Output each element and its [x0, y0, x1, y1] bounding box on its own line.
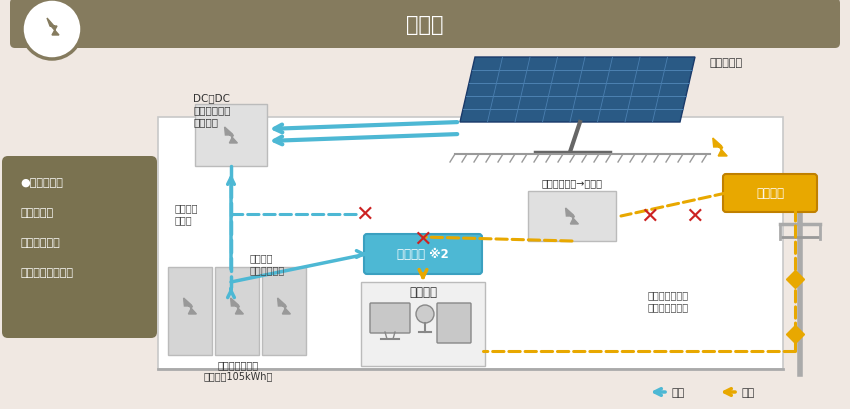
Text: 一般負荷: 一般負荷: [409, 286, 437, 299]
Polygon shape: [47, 19, 59, 36]
Text: 余剰電力: 余剰電力: [175, 202, 199, 213]
FancyBboxPatch shape: [10, 0, 840, 49]
Polygon shape: [278, 298, 291, 314]
Text: 太陽光発電: 太陽光発電: [710, 58, 743, 68]
Text: 蓄電池（105kWh）: 蓄電池（105kWh）: [204, 370, 273, 380]
Polygon shape: [184, 298, 196, 314]
Text: を蓄電: を蓄電: [175, 214, 193, 225]
FancyBboxPatch shape: [195, 105, 267, 166]
FancyBboxPatch shape: [215, 267, 259, 355]
Text: 商用電源: 商用電源: [756, 187, 784, 200]
FancyBboxPatch shape: [2, 157, 157, 338]
Text: 自動的に: 自動的に: [250, 252, 274, 262]
FancyBboxPatch shape: [437, 303, 471, 343]
Text: DC・DC: DC・DC: [193, 93, 230, 103]
FancyBboxPatch shape: [370, 303, 410, 333]
Text: 蓄電池に切換: 蓄電池に切換: [250, 264, 286, 274]
FancyBboxPatch shape: [158, 118, 783, 369]
Polygon shape: [230, 298, 243, 314]
Text: パワコン ※2: パワコン ※2: [397, 248, 449, 261]
Text: 電力供給が可能: 電力供給が可能: [20, 267, 73, 277]
Text: などの予備電源: などの予備電源: [648, 301, 689, 311]
Text: リチウムイオン: リチウムイオン: [218, 359, 259, 369]
Text: ●停電時でも: ●停電時でも: [20, 178, 63, 188]
Text: 操作なしで: 操作なしで: [20, 237, 60, 247]
Polygon shape: [143, 232, 151, 252]
FancyBboxPatch shape: [262, 267, 306, 355]
Text: ✕: ✕: [686, 207, 705, 227]
Text: 停電時: 停電時: [406, 15, 444, 35]
Polygon shape: [713, 139, 728, 157]
FancyBboxPatch shape: [364, 234, 482, 274]
FancyBboxPatch shape: [361, 282, 485, 366]
Text: コンバーター: コンバーター: [193, 105, 230, 115]
FancyBboxPatch shape: [168, 267, 212, 355]
Text: （昇圧）: （昇圧）: [193, 117, 218, 127]
Circle shape: [416, 305, 434, 323]
FancyBboxPatch shape: [723, 175, 817, 213]
Text: 交流: 交流: [742, 387, 756, 397]
Text: 直流: 直流: [672, 387, 685, 397]
Text: ✕: ✕: [414, 229, 433, 249]
Text: ✕: ✕: [641, 207, 660, 227]
Polygon shape: [460, 58, 695, 123]
Text: 点検時や故障時: 点検時や故障時: [648, 289, 689, 299]
Polygon shape: [224, 128, 237, 144]
Text: 切り替え: 切り替え: [20, 207, 54, 218]
Text: ✕: ✕: [355, 204, 374, 225]
FancyBboxPatch shape: [528, 191, 616, 241]
Text: 整流器（交流→直流）: 整流器（交流→直流）: [541, 178, 603, 188]
Circle shape: [22, 0, 82, 60]
Polygon shape: [565, 209, 578, 225]
